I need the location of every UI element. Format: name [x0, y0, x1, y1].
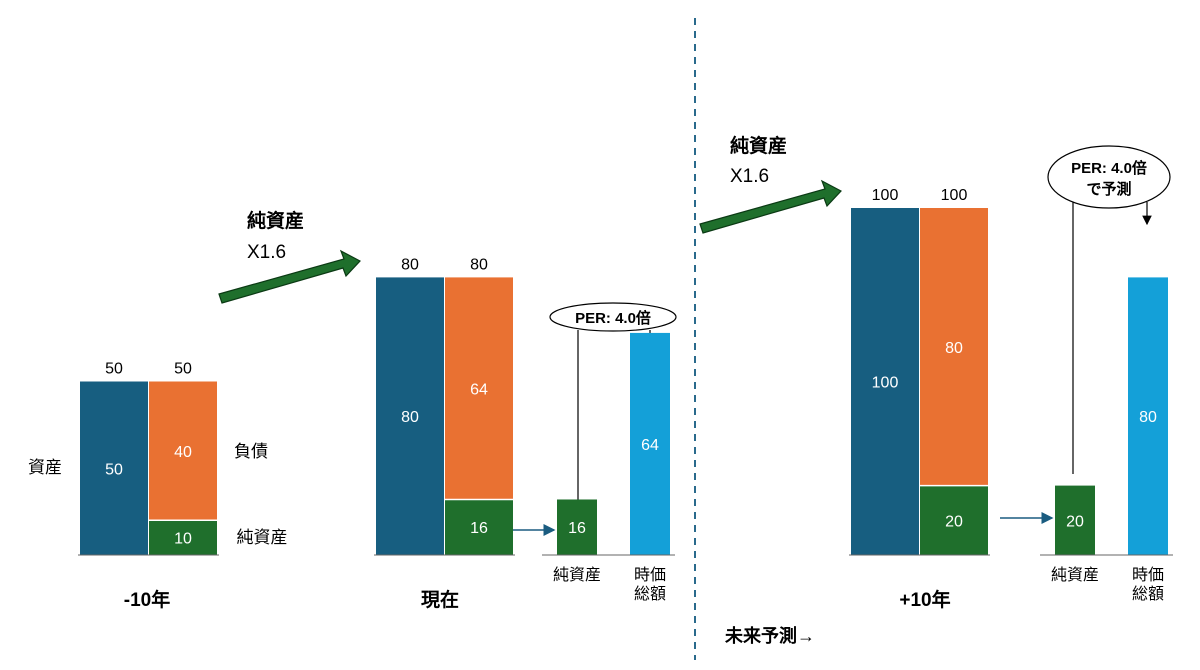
period-label-2: +10年	[899, 588, 950, 611]
asset-total-label-0: 50	[105, 361, 123, 378]
asset-total-label-2: 100	[872, 187, 899, 204]
market-cap-bar-0	[630, 332, 670, 555]
period-label-1: 現在	[421, 588, 459, 611]
liability-bar-value-2: 80	[945, 340, 963, 357]
net-assets-bar-1	[445, 499, 513, 555]
asset-bar-0	[80, 381, 148, 555]
liability-bar-2	[920, 208, 988, 486]
per-callout-2-bubble	[1047, 145, 1171, 209]
valuation-net-assets-value-0: 16	[568, 520, 586, 537]
growth-arrow-1-label-line2: X1.6	[247, 242, 286, 263]
market-cap-value-1: 80	[1139, 409, 1157, 426]
growth-arrow-2-label-line1: 純資産	[730, 134, 787, 157]
growth-arrow-2-label-line2: X1.6	[730, 166, 769, 187]
net-assets-bar-0	[149, 520, 217, 555]
valuation-net-assets-bar-0	[557, 499, 597, 555]
right-total-label-0: 50	[174, 361, 192, 378]
net-assets-axis-label: 純資産	[237, 528, 288, 547]
liability-bar-value-1: 64	[470, 381, 488, 398]
market-cap-label-line1-1: 時価	[1132, 566, 1164, 584]
right-total-label-1: 80	[470, 256, 488, 273]
market-cap-label-line1-0: 時価	[634, 566, 666, 584]
chart-marks: 50 40 10 50 50 -10年 80 64 16 80 80 現在 100 80 20 100 100 +…	[78, 187, 1173, 611]
liability-bar-0	[149, 381, 217, 521]
valuation-net-assets-label-0: 純資産	[553, 566, 601, 584]
net-assets-bar-value-0: 10	[174, 531, 192, 548]
net-assets-bar-value-1: 16	[470, 520, 488, 537]
future-forecast-label: 未来予測→	[725, 625, 815, 646]
assets-axis-label: 資産	[28, 458, 62, 477]
asset-bar-value-0: 50	[105, 461, 123, 478]
liability-bar-1	[445, 277, 513, 500]
net-assets-bar-value-2: 20	[945, 513, 963, 530]
asset-bar-1	[376, 277, 444, 555]
liability-bar-value-0: 40	[174, 444, 192, 461]
growth-arrow-1-label-line1: 純資産	[247, 209, 304, 232]
per-callout-2-text-line1: PER: 4.0倍	[1071, 159, 1147, 177]
market-cap-value-0: 64	[641, 437, 659, 454]
market-cap-label-line2-1: 総額	[1132, 585, 1164, 603]
asset-bar-2	[851, 208, 919, 555]
per-callout-1-bubble	[549, 302, 677, 332]
market-cap-bar-1	[1128, 277, 1168, 555]
period-label-0: -10年	[124, 588, 170, 611]
growth-arrow-1	[218, 249, 361, 304]
net-assets-bar-2	[920, 485, 988, 555]
asset-bar-value-2: 100	[872, 375, 899, 392]
market-cap-label-line2-0: 総額	[634, 585, 666, 603]
per-callout-2-text-line2: で予測	[1086, 180, 1131, 198]
per-callout-1-text: PER: 4.0倍	[575, 309, 651, 327]
liabilities-axis-label: 負債	[234, 442, 268, 461]
valuation-net-assets-value-1: 20	[1066, 513, 1084, 530]
valuation-net-assets-bar-1	[1055, 485, 1095, 555]
asset-bar-value-1: 80	[401, 409, 419, 426]
asset-total-label-1: 80	[401, 256, 419, 273]
growth-arrow-2	[699, 179, 842, 234]
right-total-label-2: 100	[941, 187, 968, 204]
valuation-net-assets-label-1: 純資産	[1051, 566, 1099, 584]
